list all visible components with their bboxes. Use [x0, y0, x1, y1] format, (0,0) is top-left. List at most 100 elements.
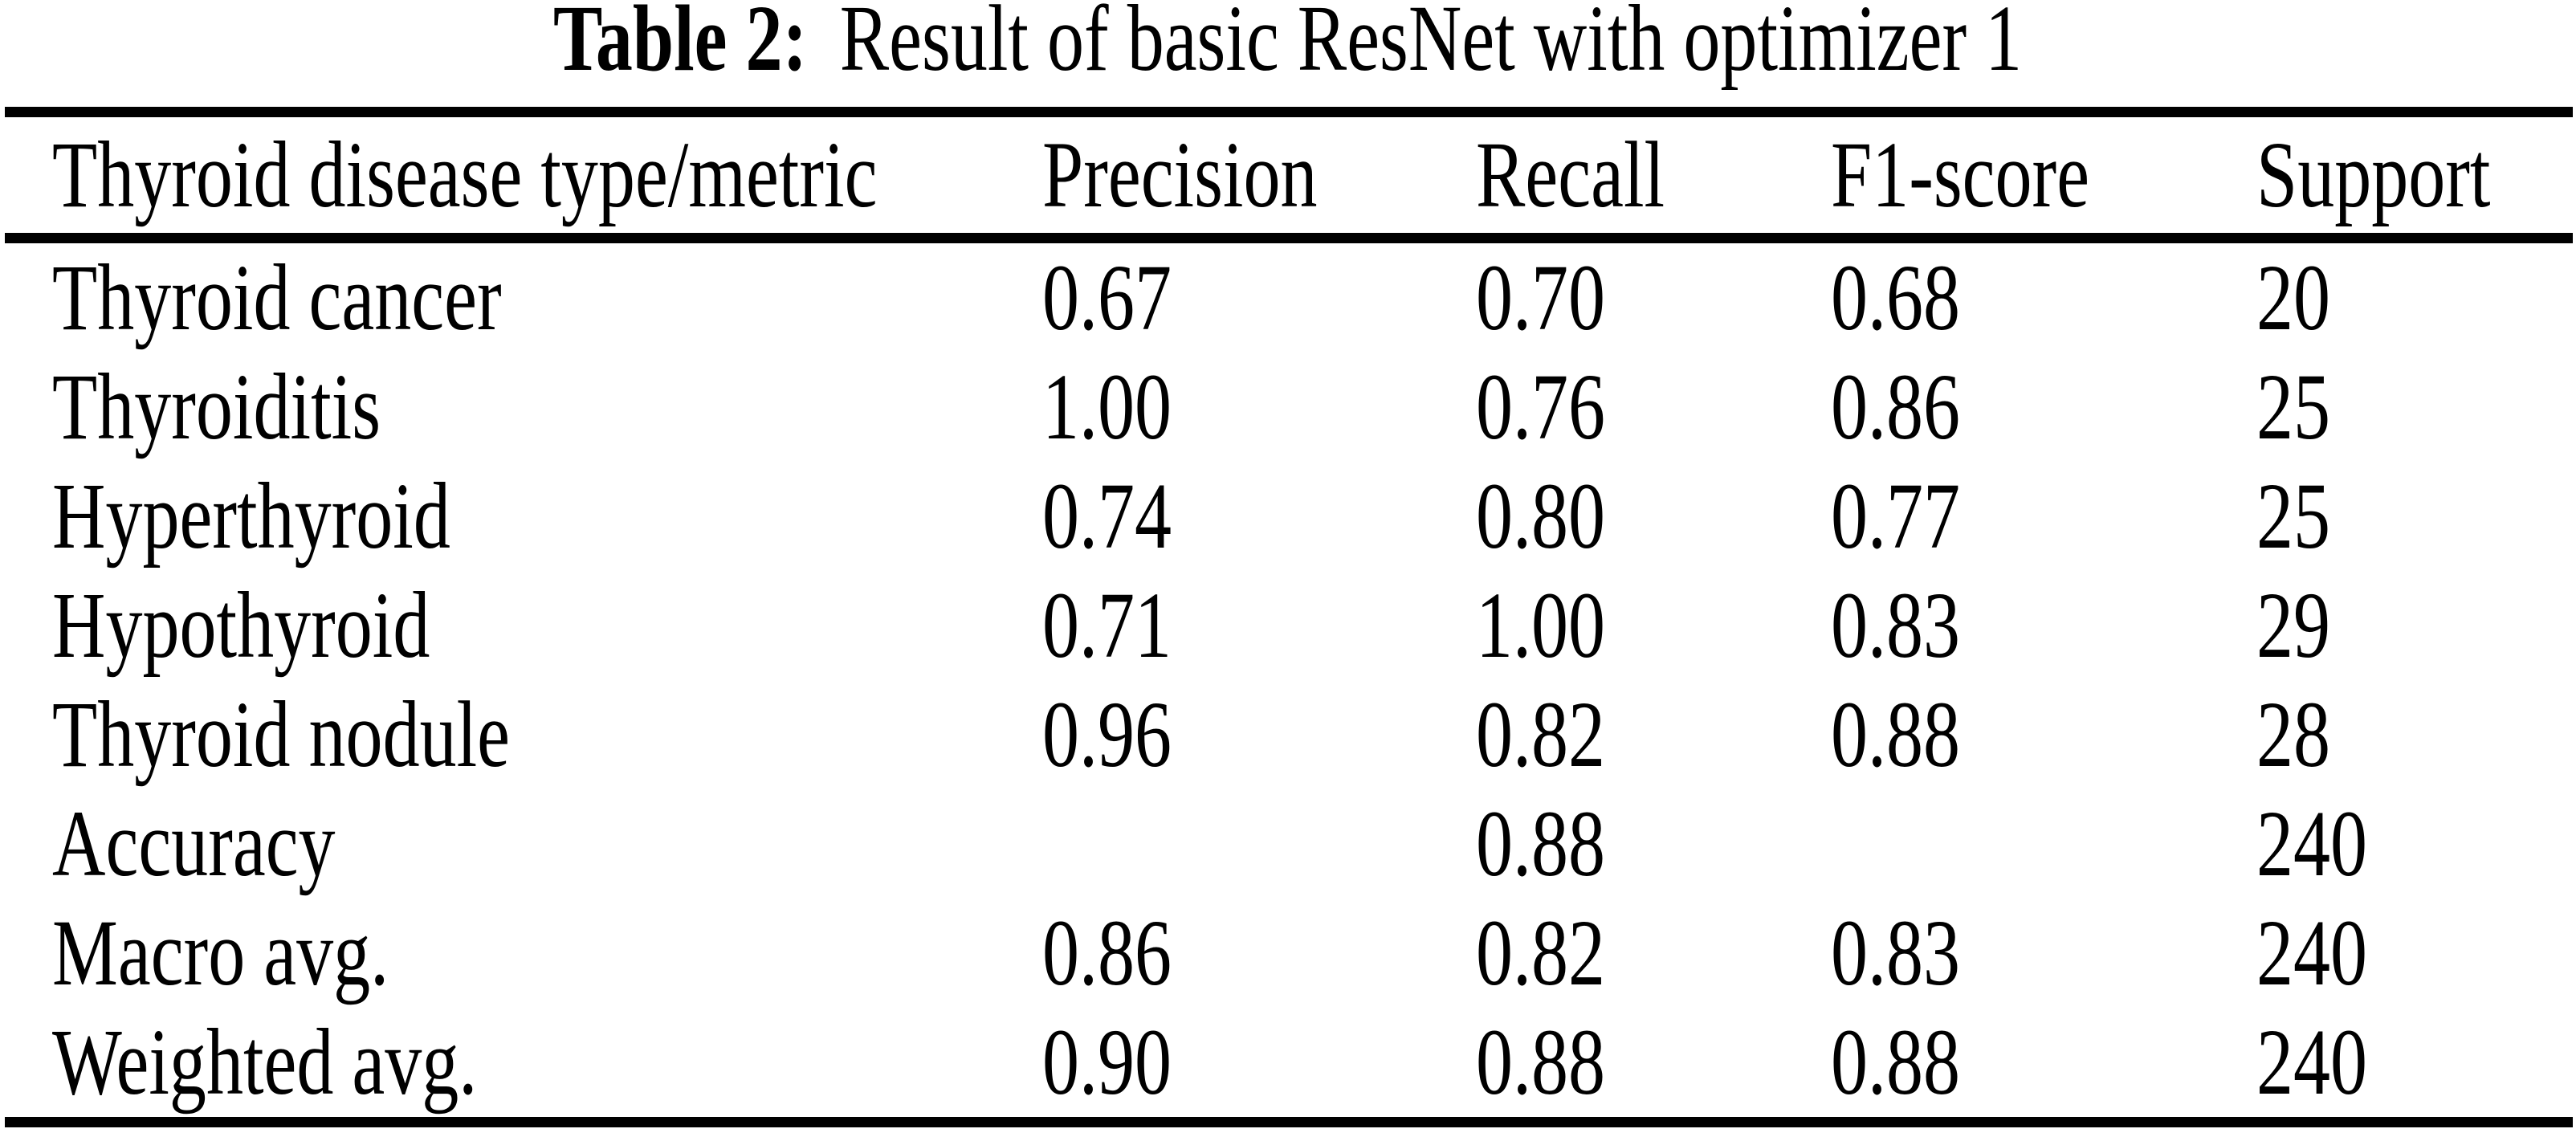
cell-value: 28: [2256, 682, 2331, 787]
recall-cell: 0.88: [1476, 789, 1831, 899]
support-cell: 240: [2256, 789, 2573, 899]
table-header: Thyroid disease type/metric Precision Re…: [5, 112, 2573, 238]
support-cell: 240: [2256, 1008, 2573, 1123]
row-label-cell: Weighted avg.: [5, 1008, 1042, 1123]
table-row-macro-avg: Macro avg. 0.86 0.82 0.83 240: [5, 899, 2573, 1008]
support-cell: 25: [2256, 353, 2573, 462]
header-label: Precision: [1042, 122, 1318, 227]
precision-cell: 0.86: [1042, 899, 1476, 1008]
row-label: Weighted avg.: [52, 1009, 478, 1115]
cell-value: 0.96: [1042, 682, 1172, 787]
support-cell: 29: [2256, 571, 2573, 680]
cell-value: 25: [2256, 463, 2331, 568]
table-row-thyroid-nodule: Thyroid nodule 0.96 0.82 0.88 28: [5, 680, 2573, 789]
header-cell-precision: Precision: [1042, 112, 1476, 238]
recall-cell: 0.70: [1476, 238, 1831, 353]
row-label-cell: Hyperthyroid: [5, 462, 1042, 571]
table-caption-title: Result of basic ResNet with optimizer 1: [840, 0, 2023, 91]
cell-value: 0.88: [1831, 682, 1961, 787]
f1-cell: 0.88: [1831, 680, 2256, 789]
cell-value: 0.70: [1476, 245, 1606, 350]
precision-cell: 0.74: [1042, 462, 1476, 571]
row-label-cell: Hypothyroid: [5, 571, 1042, 680]
cell-value: 0.82: [1476, 682, 1606, 787]
precision-cell: 0.96: [1042, 680, 1476, 789]
row-label-cell: Thyroid cancer: [5, 238, 1042, 353]
row-label: Macro avg.: [52, 900, 389, 1005]
table-row-hyperthyroid: Hyperthyroid 0.74 0.80 0.77 25: [5, 462, 2573, 571]
support-cell: 20: [2256, 238, 2573, 353]
recall-cell: 1.00: [1476, 571, 1831, 680]
row-label: Hypothyroid: [52, 573, 430, 678]
cell-value: 1.00: [1042, 354, 1172, 459]
f1-cell: 0.83: [1831, 571, 2256, 680]
support-cell: 240: [2256, 899, 2573, 1008]
cell-value: 0.68: [1831, 245, 1961, 350]
table-row-hypothyroid: Hypothyroid 0.71 1.00 0.83 29: [5, 571, 2573, 680]
row-label: Thyroid cancer: [52, 245, 502, 350]
precision-cell: 0.67: [1042, 238, 1476, 353]
recall-cell: 0.82: [1476, 899, 1831, 1008]
cell-value: 0.80: [1476, 463, 1606, 568]
cell-value: 0.77: [1831, 463, 1961, 568]
f1-cell: 0.68: [1831, 238, 2256, 353]
cell-value: 0.86: [1831, 354, 1961, 459]
row-label-cell: Thyroiditis: [5, 353, 1042, 462]
header-label: F1-score: [1831, 122, 2090, 227]
recall-cell: 0.88: [1476, 1008, 1831, 1123]
table-body: Thyroid cancer 0.67 0.70 0.68 20 Thyroid…: [5, 238, 2573, 1123]
cell-value: 0.88: [1831, 1009, 1961, 1115]
recall-cell: 0.76: [1476, 353, 1831, 462]
cell-value: 0.76: [1476, 354, 1606, 459]
row-label-cell: Thyroid nodule: [5, 680, 1042, 789]
precision-cell: 0.90: [1042, 1008, 1476, 1123]
row-label: Thyroiditis: [52, 354, 381, 459]
row-label: Thyroid nodule: [52, 682, 511, 787]
header-label: Support: [2256, 122, 2491, 227]
precision-cell: [1042, 789, 1476, 899]
cell-value: 0.90: [1042, 1009, 1172, 1115]
table-row-thyroid-cancer: Thyroid cancer 0.67 0.70 0.68 20: [5, 238, 2573, 353]
cell-value: 240: [2256, 1009, 2368, 1115]
support-cell: 28: [2256, 680, 2573, 789]
cell-value: 25: [2256, 354, 2331, 459]
cell-value: 0.83: [1831, 900, 1961, 1005]
f1-cell: 0.86: [1831, 353, 2256, 462]
cell-value: 0.88: [1476, 1009, 1606, 1115]
table-row-accuracy: Accuracy 0.88 240: [5, 789, 2573, 899]
precision-cell: 1.00: [1042, 353, 1476, 462]
recall-cell: 0.82: [1476, 680, 1831, 789]
header-cell-type: Thyroid disease type/metric: [5, 112, 1042, 238]
row-label: Hyperthyroid: [52, 463, 450, 568]
cell-value: 0.74: [1042, 463, 1172, 568]
table-caption-text: Table 2: Result of basic ResNet with opti…: [553, 0, 2022, 87]
table-row-weighted-avg: Weighted avg. 0.90 0.88 0.88 240: [5, 1008, 2573, 1123]
header-row: Thyroid disease type/metric Precision Re…: [5, 112, 2573, 238]
header-cell-f1: F1-score: [1831, 112, 2256, 238]
f1-cell: 0.83: [1831, 899, 2256, 1008]
cell-value: 0.67: [1042, 245, 1172, 350]
cell-value: 1.00: [1476, 573, 1606, 678]
header-cell-support: Support: [2256, 112, 2573, 238]
table-caption-number: Table 2:: [553, 0, 808, 91]
cell-value: 29: [2256, 573, 2331, 678]
row-label: Accuracy: [52, 791, 336, 896]
table-row-thyroiditis: Thyroiditis 1.00 0.76 0.86 25: [5, 353, 2573, 462]
cell-value: 20: [2256, 245, 2331, 350]
f1-cell: [1831, 789, 2256, 899]
table-caption: Table 2: Result of basic ResNet with opti…: [0, 0, 2576, 87]
cell-value: 240: [2256, 791, 2368, 896]
cell-value: 0.88: [1476, 791, 1606, 896]
recall-cell: 0.80: [1476, 462, 1831, 571]
support-cell: 25: [2256, 462, 2573, 571]
cell-value: 0.83: [1831, 573, 1961, 678]
f1-cell: 0.77: [1831, 462, 2256, 571]
results-table: Thyroid disease type/metric Precision Re…: [5, 107, 2573, 1127]
row-label-cell: Macro avg.: [5, 899, 1042, 1008]
cell-value: 0.86: [1042, 900, 1172, 1005]
cell-value: 0.82: [1476, 900, 1606, 1005]
header-label: Thyroid disease type/metric: [52, 122, 878, 227]
header-label: Recall: [1476, 122, 1665, 227]
f1-cell: 0.88: [1831, 1008, 2256, 1123]
